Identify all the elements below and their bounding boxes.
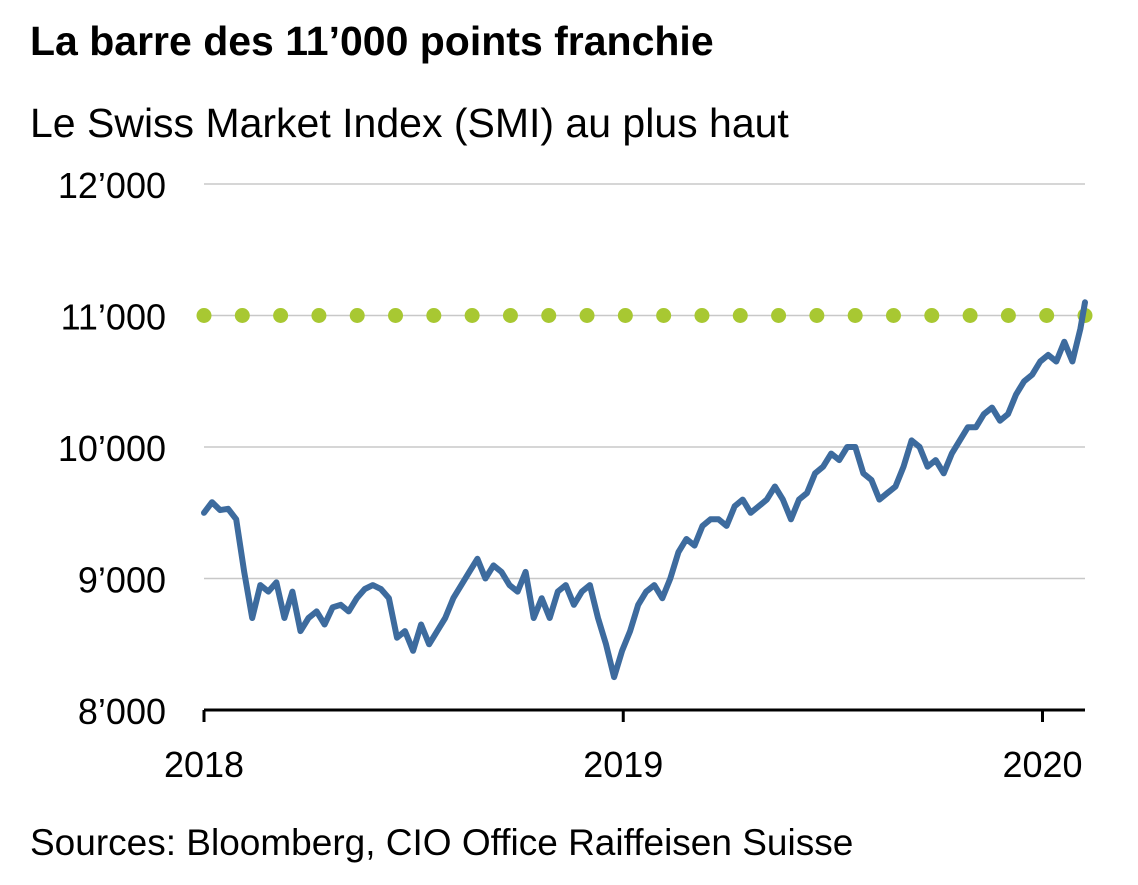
chart-title: La barre des 11’000 points franchie xyxy=(30,18,714,64)
x-tick-label: 2019 xyxy=(583,744,663,785)
threshold-line xyxy=(196,308,1093,323)
x-axis xyxy=(202,708,1085,722)
threshold-dot xyxy=(1000,308,1016,323)
threshold-dot xyxy=(541,308,557,323)
threshold-dot xyxy=(1039,308,1055,323)
threshold-dot xyxy=(464,308,480,323)
source-note: Sources: Bloomberg, CIO Office Raiffeise… xyxy=(30,822,854,863)
y-tick-label: 11’000 xyxy=(61,297,166,338)
threshold-dot xyxy=(349,308,365,323)
threshold-dot xyxy=(847,308,863,323)
threshold-dot xyxy=(924,308,940,323)
threshold-dot xyxy=(885,308,901,323)
y-tick-label: 8’000 xyxy=(78,691,166,732)
y-tick-label: 12’000 xyxy=(58,165,166,206)
threshold-dot xyxy=(426,308,442,323)
y-axis-labels: 8’000 9’000 10’000 11’000 12’000 xyxy=(58,165,166,732)
chart-subtitle: Le Swiss Market Index (SMI) au plus haut xyxy=(30,100,789,146)
series-group xyxy=(201,299,1088,681)
threshold-dot xyxy=(694,308,710,323)
threshold-dot xyxy=(962,308,978,323)
threshold-dot xyxy=(311,308,327,323)
series-line-smi xyxy=(201,299,1088,681)
threshold-dot xyxy=(579,308,595,323)
gridlines xyxy=(204,183,1085,580)
x-tick-label: 2018 xyxy=(164,744,244,785)
x-axis-labels: 2018 2019 2020 xyxy=(164,744,1083,785)
threshold-dot xyxy=(656,308,672,323)
threshold-dot xyxy=(502,308,518,323)
x-tick-label: 2020 xyxy=(1002,744,1082,785)
threshold-dot xyxy=(617,308,633,323)
threshold-dot xyxy=(732,308,748,323)
y-tick-label: 10’000 xyxy=(58,428,166,469)
threshold-dot xyxy=(196,308,212,323)
threshold-dot xyxy=(388,308,404,323)
threshold-dot xyxy=(234,308,250,323)
y-tick-label: 9’000 xyxy=(78,560,166,601)
threshold-dot xyxy=(273,308,289,323)
threshold-dot xyxy=(809,308,825,323)
threshold-dot xyxy=(771,308,787,323)
